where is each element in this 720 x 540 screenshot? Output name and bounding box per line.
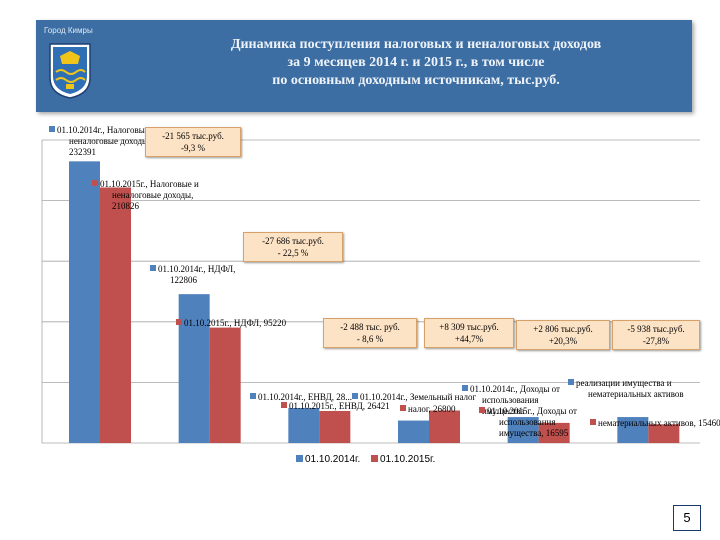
bar-2014-4 (507, 417, 539, 443)
bar-2015-0 (100, 187, 131, 443)
data-label-swatch (400, 405, 406, 411)
data-label-swatch (176, 319, 182, 325)
data-label-swatch (568, 379, 574, 385)
slide-title: Динамика поступления налоговых и неналог… (230, 37, 602, 88)
city-label: Город Кимры (44, 26, 93, 35)
data-label-2014-0: 01.10.2014г., Налоговые и неналоговые дох… (57, 125, 156, 157)
page-number: 5 (673, 505, 701, 531)
data-label-swatch (92, 180, 98, 186)
data-label-swatch (49, 126, 55, 132)
bar-2014-2 (288, 407, 320, 443)
change-callout-0: -21 565 тыс.руб. -9,3 % (145, 127, 241, 157)
data-label-2014-2: 01.10.2014г., ЕНВД, 28... (258, 392, 352, 402)
data-label-swatch (479, 407, 485, 413)
data-label-swatch (590, 419, 596, 425)
data-label-2015-3: налог, 26800 (408, 404, 456, 414)
data-label-swatch (462, 385, 468, 391)
title-banner: Город Кимры Динамика поступления налогов… (36, 20, 692, 112)
data-label-swatch (352, 393, 358, 399)
legend-label-0: 01.10.2014г. (305, 454, 360, 465)
data-label-2015-1: 01.10.2015г., НДФЛ, 95220 (184, 318, 287, 328)
data-label-2014-1: 01.10.2014г., НДФЛ, 122806 (158, 264, 235, 285)
bar-2014-3 (398, 420, 429, 443)
data-label-2015-2: 01.10.2015г., ЕНВД, 26421 (289, 401, 390, 411)
bar-2015-1 (209, 327, 241, 443)
data-label-swatch (250, 393, 256, 399)
legend-swatch-1 (371, 455, 378, 462)
data-label-2015-5: нематериальных активов, 15460 (598, 418, 720, 428)
data-label-2014-4: 01.10.2014г., Доходы от использования имущ… (470, 384, 560, 416)
legend-swatch-0 (296, 455, 303, 462)
data-label-2015-4: 01.10.2015г., Доходы от использования имущ… (487, 406, 577, 438)
change-callout-5: -5 938 тыс.руб. -27,8% (612, 320, 700, 350)
data-label-2014-3: 01.10.2014г., Земельный налог (360, 392, 477, 402)
bar-2014-5 (617, 417, 649, 443)
coat-of-arms-icon (49, 43, 91, 99)
bar-2015-4 (538, 422, 570, 443)
data-label-2015-0: 01.10.2015г., Налоговые и неналоговые дох… (100, 179, 199, 211)
bar-2015-3 (429, 410, 460, 443)
bar-2014-1 (178, 294, 210, 443)
change-callout-2: -2 488 тыс. руб. - 8,6 % (323, 318, 417, 348)
bar-2014-0 (69, 161, 100, 443)
data-label-2014-5: реализации имущества и нематериальных акт… (576, 378, 684, 399)
bar-2015-2 (319, 410, 351, 443)
change-callout-1: -27 686 тыс.руб. - 22,5 % (243, 232, 343, 262)
bar-2015-5 (648, 424, 680, 443)
data-label-swatch (150, 265, 156, 271)
change-callout-3: +8 309 тыс.руб. +44,7% (424, 318, 514, 348)
legend-label-1: 01.10.2015г. (380, 454, 435, 465)
data-label-swatch (281, 402, 287, 408)
change-callout-4: +2 806 тыс.руб. +20,3% (516, 320, 610, 350)
